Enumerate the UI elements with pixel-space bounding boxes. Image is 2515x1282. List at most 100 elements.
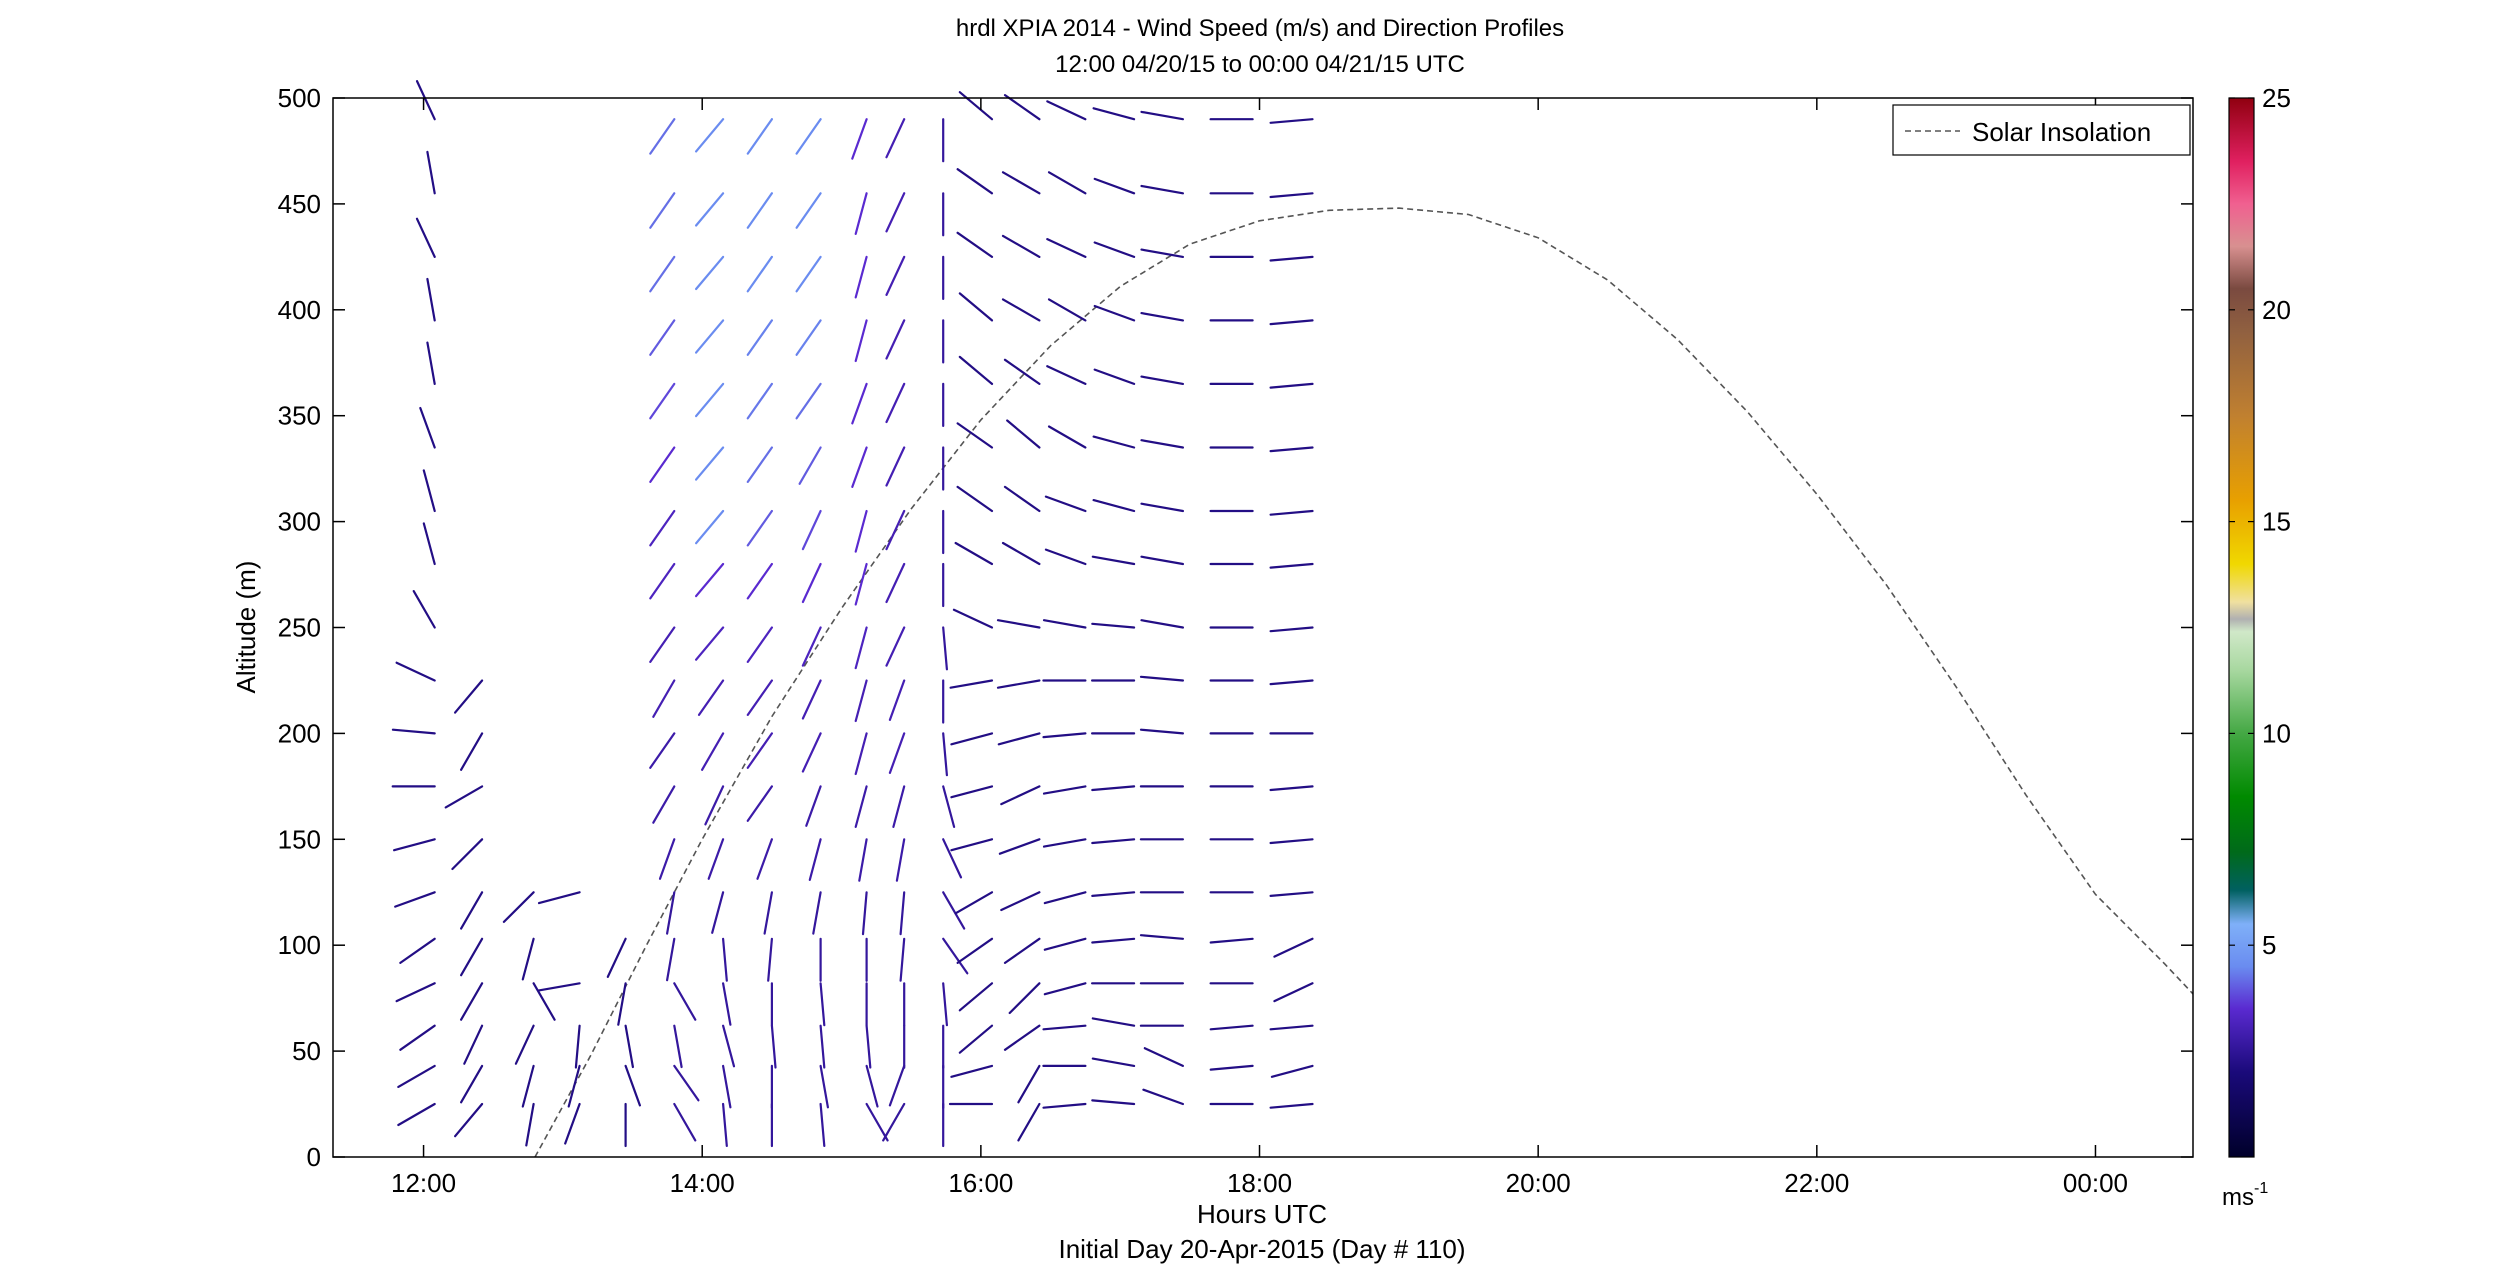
wind-barb bbox=[1093, 304, 1136, 322]
wind-barb bbox=[1000, 785, 1041, 806]
wind-barb bbox=[854, 192, 868, 235]
wind-barb bbox=[1269, 626, 1314, 633]
wind-barb bbox=[415, 79, 436, 121]
wind-barb bbox=[958, 91, 994, 121]
wind-barb bbox=[1140, 248, 1185, 258]
wind-barb bbox=[721, 1102, 728, 1148]
chart-titles: hrdl XPIA 2014 - Wind Speed (m/s) and Di… bbox=[956, 15, 1564, 78]
wind-barb bbox=[746, 255, 774, 293]
wind-barb bbox=[996, 619, 1041, 629]
wind-barb bbox=[395, 661, 436, 682]
wind-barb bbox=[649, 118, 676, 155]
wind-barb bbox=[798, 446, 822, 485]
wind-barb bbox=[1142, 1088, 1185, 1106]
wind-barb bbox=[649, 626, 676, 664]
y-tick-label: 150 bbox=[278, 824, 321, 854]
colorbar-tick-label: 20 bbox=[2262, 295, 2291, 325]
wind-barb bbox=[998, 838, 1041, 855]
wind-barb bbox=[899, 937, 906, 982]
wind-barb bbox=[1269, 1024, 1314, 1031]
wind-barb bbox=[1042, 1102, 1087, 1109]
wind-barb bbox=[649, 509, 676, 547]
wind-barb bbox=[673, 1064, 700, 1102]
wind-barb bbox=[454, 1102, 484, 1138]
wind-barb bbox=[412, 589, 436, 629]
wind-barb bbox=[956, 168, 994, 195]
colorbar-unit-base: ms bbox=[2222, 1184, 2254, 1211]
wind-barb bbox=[801, 562, 822, 604]
wind-barb bbox=[521, 937, 535, 981]
chart-subtitle: 12:00 04/20/15 to 00:00 04/21/15 UTC bbox=[1055, 51, 1465, 78]
wind-barb bbox=[858, 838, 868, 882]
wind-barb bbox=[1001, 234, 1041, 258]
wind-barb bbox=[865, 1024, 872, 1069]
wind-barb bbox=[756, 838, 774, 880]
wind-barb bbox=[502, 891, 535, 924]
y-tick-label: 50 bbox=[292, 1036, 321, 1066]
wind-barb bbox=[707, 838, 725, 880]
colorbar-tick-label: 25 bbox=[2262, 83, 2291, 113]
y-tick-label: 400 bbox=[278, 295, 321, 325]
wind-barb bbox=[1140, 502, 1185, 513]
wind-barb bbox=[422, 522, 436, 566]
wind-barb bbox=[888, 1064, 906, 1107]
wind-barb bbox=[1003, 93, 1041, 121]
wind-barb bbox=[795, 118, 822, 155]
wind-barb bbox=[652, 679, 676, 718]
x-tick-label: 12:00 bbox=[391, 1168, 456, 1198]
wind-barb bbox=[1091, 622, 1136, 629]
wind-barb bbox=[711, 891, 725, 934]
wind-barb bbox=[537, 891, 581, 905]
legend: Solar Insolation bbox=[1892, 104, 2191, 156]
wind-barb bbox=[942, 785, 956, 829]
wind-barb bbox=[854, 679, 868, 723]
wind-barb bbox=[1044, 548, 1087, 566]
wind-barb bbox=[1092, 499, 1136, 513]
wind-barb bbox=[1140, 312, 1185, 322]
wind-barb bbox=[1046, 238, 1087, 258]
wind-barb bbox=[697, 679, 725, 717]
wind-barb bbox=[399, 1024, 436, 1051]
wind-barb bbox=[673, 982, 697, 1021]
wind-barb bbox=[865, 1064, 879, 1108]
wind-barb bbox=[885, 446, 906, 487]
wind-barb bbox=[854, 509, 868, 553]
wind-barb bbox=[958, 355, 994, 385]
colorbar-unit: ms-1 bbox=[2222, 1180, 2268, 1211]
wind-barb bbox=[851, 118, 868, 160]
wind-barb bbox=[950, 838, 994, 852]
wind-barb bbox=[888, 679, 906, 722]
wind-barb bbox=[956, 231, 994, 258]
wind-barb bbox=[801, 679, 822, 720]
wind-barb bbox=[1001, 298, 1041, 322]
wind-barb bbox=[746, 192, 774, 229]
wind-barb bbox=[1209, 1064, 1254, 1071]
wind-barb bbox=[1269, 446, 1314, 453]
wind-barb bbox=[746, 382, 774, 420]
wind-barb bbox=[1269, 1102, 1314, 1109]
wind-barb bbox=[746, 785, 774, 822]
x-tick-label: 00:00 bbox=[2063, 1168, 2128, 1198]
y-tick-label: 0 bbox=[307, 1142, 321, 1172]
wind-barb bbox=[861, 891, 868, 936]
wind-barb bbox=[1270, 1064, 1314, 1078]
wind-barb bbox=[767, 937, 774, 982]
wind-barb bbox=[673, 1102, 697, 1142]
wind-barb bbox=[721, 1024, 736, 1068]
wind-barb bbox=[415, 217, 436, 258]
y-tick-label: 450 bbox=[278, 189, 321, 219]
wind-barb bbox=[460, 1064, 484, 1104]
wind-barb bbox=[952, 608, 994, 629]
wind-barb bbox=[394, 891, 436, 908]
wind-barb bbox=[1269, 509, 1314, 516]
wind-barb bbox=[1042, 619, 1087, 629]
colorbar: 5 10 15 20 25 ms-1 bbox=[2222, 83, 2291, 1211]
wind-barb bbox=[885, 192, 906, 233]
wind-barb bbox=[649, 255, 676, 293]
wind-barb bbox=[1269, 679, 1314, 686]
wind-barb bbox=[1008, 982, 1041, 1015]
wind-barb bbox=[694, 118, 725, 153]
wind-barb bbox=[885, 626, 906, 667]
wind-barb bbox=[574, 1024, 581, 1069]
wind-barb bbox=[892, 785, 906, 829]
